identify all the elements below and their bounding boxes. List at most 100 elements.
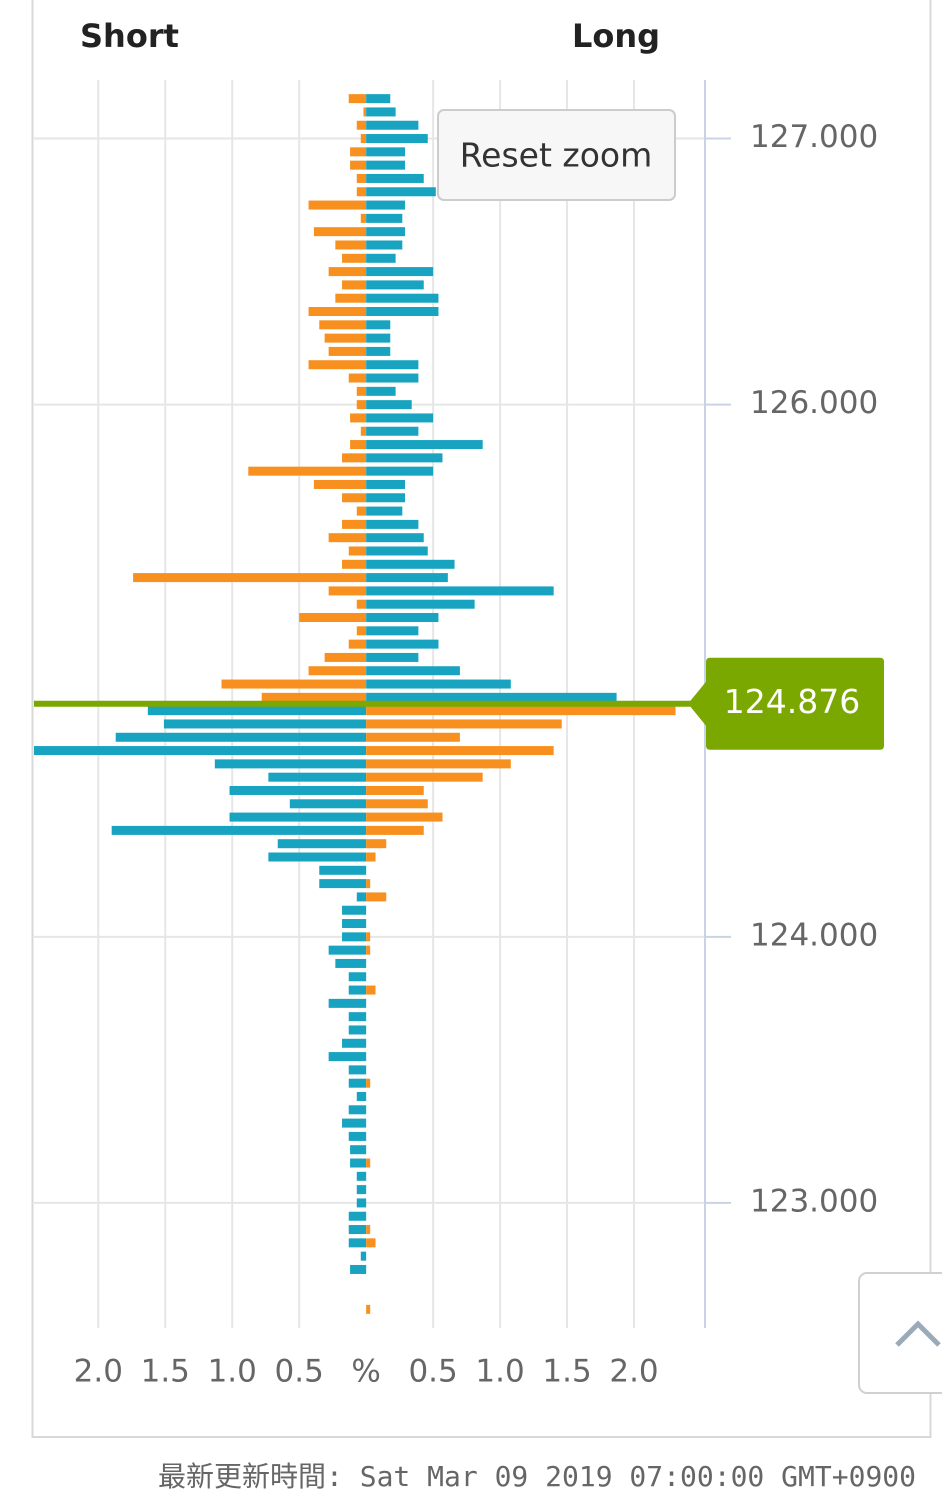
short-bar [328,945,367,955]
long-bar [366,453,443,463]
reset-zoom-label[interactable]: Reset zoom [460,136,653,175]
long-bar [366,400,412,410]
short-bar [360,1251,367,1261]
long-bar [366,985,376,995]
long-bar [366,107,396,117]
short-bar [229,812,367,822]
scroll-top-bg[interactable] [858,1272,942,1394]
long-bar [366,479,405,489]
long-bar [366,213,403,223]
short-bar [348,1078,367,1088]
short-bar [308,360,367,370]
short-bar [356,386,367,396]
short-bar [147,706,367,716]
long-bar [366,652,419,662]
short-bar [348,639,367,649]
short-bar [360,426,367,436]
x-tick-label: 0.5 [275,1354,324,1390]
long-bar [366,134,428,144]
short-bar [348,94,367,104]
short-bar [350,413,367,423]
long-bar [366,932,371,942]
short-bar [348,1025,367,1035]
short-bar [356,187,367,197]
long-bar [366,559,455,569]
short-bar [308,307,367,317]
long-bar [366,1158,371,1168]
long-bar [366,799,428,809]
short-bar [348,1131,367,1141]
x-tick-label: 1.5 [542,1354,591,1390]
short-bar [350,1158,367,1168]
long-bar [366,413,434,423]
y-tick-label: 127.000 [750,119,878,155]
short-bar [277,839,367,849]
long-bar [366,200,405,210]
long-bar [366,440,483,450]
long-bar [366,187,436,197]
long-bar [366,426,419,436]
long-bar [366,120,419,130]
short-bar [268,772,367,782]
short-bar [342,559,367,569]
short-bar [308,200,367,210]
short-bar [356,1171,367,1181]
short-bar [163,719,367,729]
short-bar [342,493,367,503]
short-bar [342,919,367,929]
x-tick-label: 0.5 [408,1354,457,1390]
long-bar [366,173,424,183]
long-bar [366,1078,371,1088]
short-bar [348,1012,367,1022]
short-bar [360,134,367,144]
x-tick-label: 2.0 [74,1354,123,1390]
long-bar [366,1238,376,1248]
short-bar [356,626,367,636]
y-tick-label: 123.000 [750,1183,878,1219]
long-bar [366,759,511,769]
short-bar [356,1198,367,1208]
short-bar [348,1065,367,1075]
long-bar [366,732,460,742]
long-bar [366,546,428,556]
long-bar [366,852,376,862]
short-bar [363,107,367,117]
short-bar [356,173,367,183]
long-bar [366,666,460,676]
short-bar [229,785,367,795]
x-tick-label: 1.5 [141,1354,190,1390]
reset-zoom-button[interactable]: Reset zoom [437,109,676,201]
short-bar [221,679,367,689]
short-bar [356,599,367,609]
x-tick-label: 2.0 [609,1354,658,1390]
short-bar [360,213,367,223]
long-bar [366,280,424,290]
long-bar [366,945,371,955]
short-bar [319,865,367,875]
short-bar [248,466,367,476]
scroll-top-button[interactable] [858,1272,942,1394]
short-bar [328,533,367,543]
scroll-top-icon[interactable] [895,1320,941,1347]
long-bar [366,227,405,237]
long-bar [366,879,371,889]
short-bar [348,972,367,982]
short-bar [342,1038,367,1048]
short-header: Short [80,17,179,55]
x-tick-label: 1.0 [475,1354,524,1390]
short-bar [335,293,367,303]
long-bar [366,346,391,356]
long-bar [366,320,391,330]
long-bar [366,240,403,250]
long-bar [366,825,424,835]
long-bar [366,519,419,529]
short-bar [328,1052,367,1062]
short-bar [133,573,367,583]
short-bar [319,879,367,889]
long-bar [366,626,419,636]
reset-zoom-bg[interactable] [437,109,676,201]
short-bar [348,1211,367,1221]
long-bar [366,386,396,396]
short-bar [328,586,367,596]
short-bar [289,799,367,809]
